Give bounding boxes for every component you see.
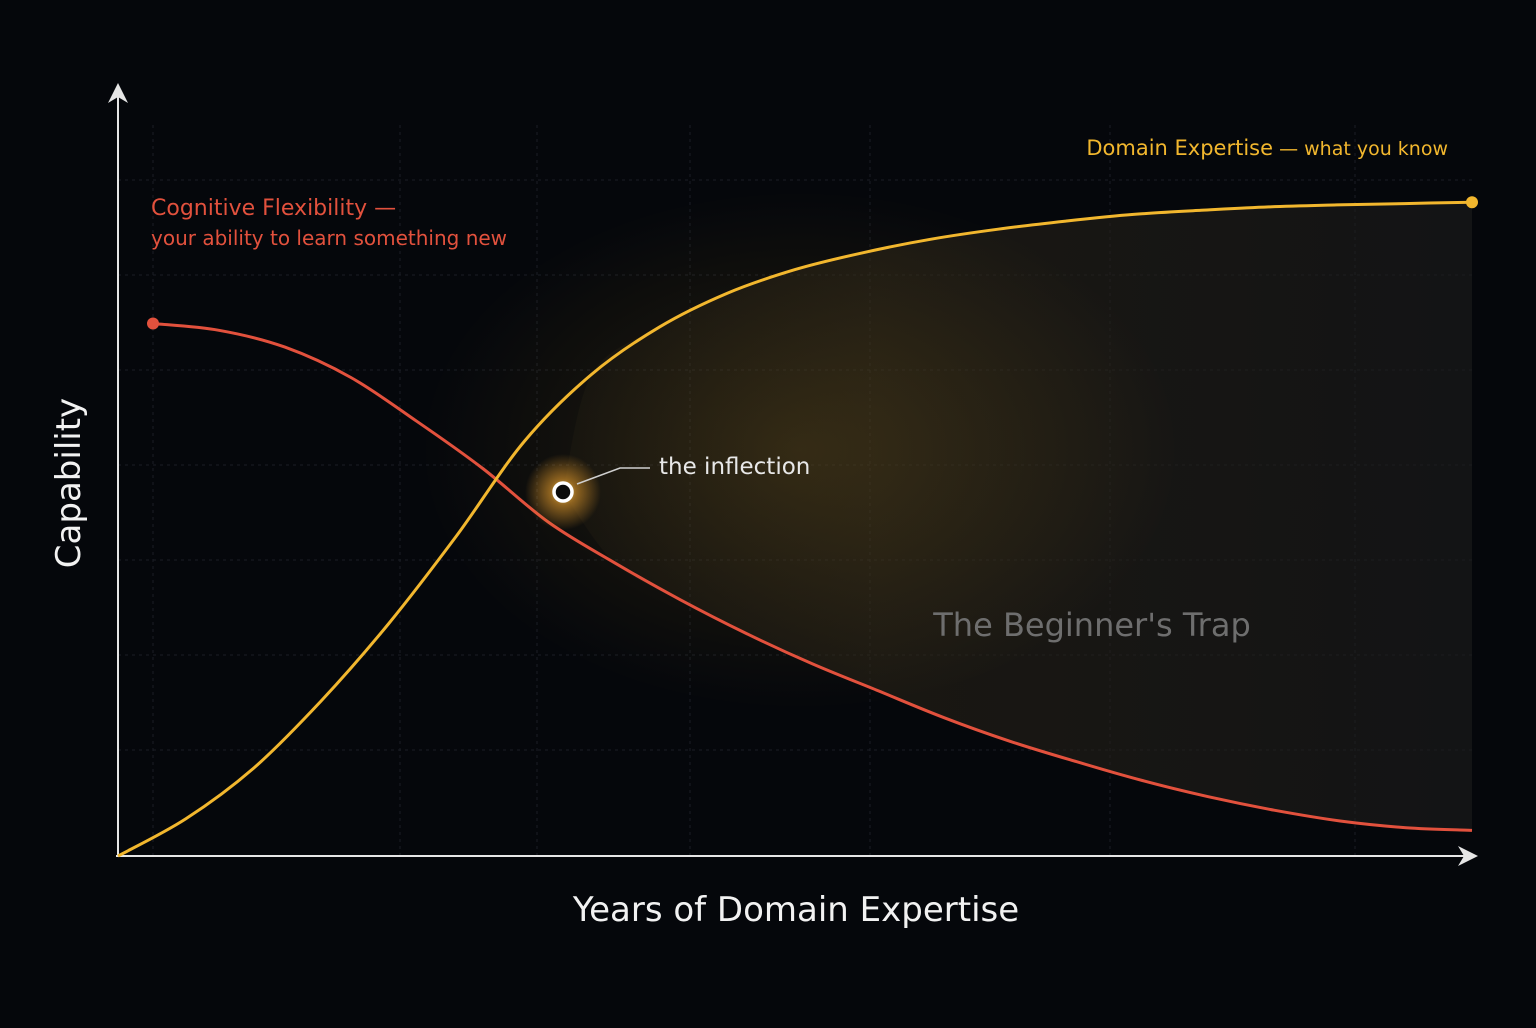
region-glow (420, 190, 1180, 710)
inflection-leader-line (576, 467, 650, 485)
legend-cognitive-flexibility-title: Cognitive Flexibility — (151, 196, 396, 221)
x-axis-label: Years of Domain Expertise (572, 890, 1019, 930)
legend-domain-expertise-subtitle: — what you know (1273, 138, 1448, 160)
inflection-label: the inflection (659, 454, 810, 480)
legend-domain-expertise: Domain Expertise — what you know (1086, 136, 1448, 160)
end-point-domain-expertise (1466, 196, 1478, 209)
legend-domain-expertise-title: Domain Expertise (1086, 136, 1273, 160)
beginners-trap-label: The Beginner's Trap (932, 606, 1251, 644)
y-axis-label: Capability (49, 398, 89, 568)
series-line-domain-expertise (117, 200, 1473, 858)
legend-cognitive-flexibility-subtitle: your ability to learn something new (151, 226, 507, 250)
series-line-cognitive-flexibility (152, 322, 1473, 832)
start-point-cognitive-flexibility (147, 317, 159, 330)
inflection-point (552, 481, 574, 503)
